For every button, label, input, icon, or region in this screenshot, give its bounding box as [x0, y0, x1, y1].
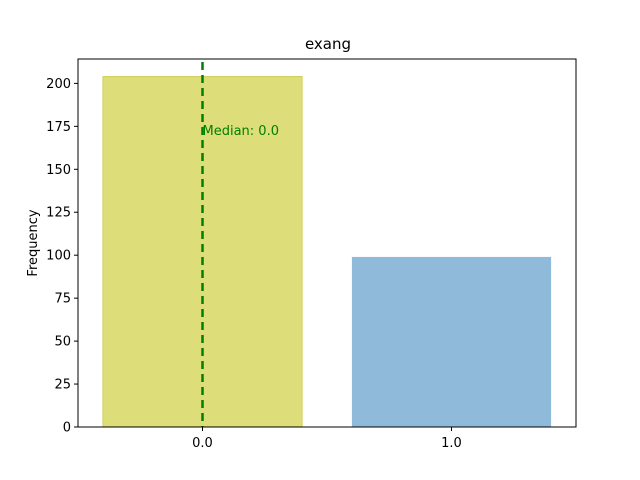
bars-layer: [102, 76, 552, 428]
y-tick-label-25: 25: [54, 378, 71, 393]
y-tick-label-100: 100: [46, 249, 71, 264]
y-tick-label-75: 75: [54, 292, 71, 307]
y-tick-label-0: 0: [63, 421, 71, 436]
x-tick-label-1.0: 1.0: [441, 436, 462, 451]
chart-title: exang: [305, 35, 351, 53]
x-tick-label-0.0: 0.0: [192, 436, 213, 451]
axes-layer: 0 25 50 75 100 125 150 175 200 0.0 1.0: [46, 58, 577, 451]
median-layer: Median: 0.0: [201, 62, 279, 427]
y-tick-label-125: 125: [46, 206, 71, 221]
y-tick-label-150: 150: [46, 163, 71, 178]
bar-1.0: [351, 256, 552, 427]
plot-frame: [77, 58, 577, 428]
y-tick-label-175: 175: [46, 120, 71, 135]
median-label: Median: 0.0: [203, 124, 279, 139]
y-tick-label-50: 50: [54, 335, 71, 350]
y-axis-label: Frequency: [26, 209, 41, 276]
y-tick-label-200: 200: [46, 77, 71, 92]
